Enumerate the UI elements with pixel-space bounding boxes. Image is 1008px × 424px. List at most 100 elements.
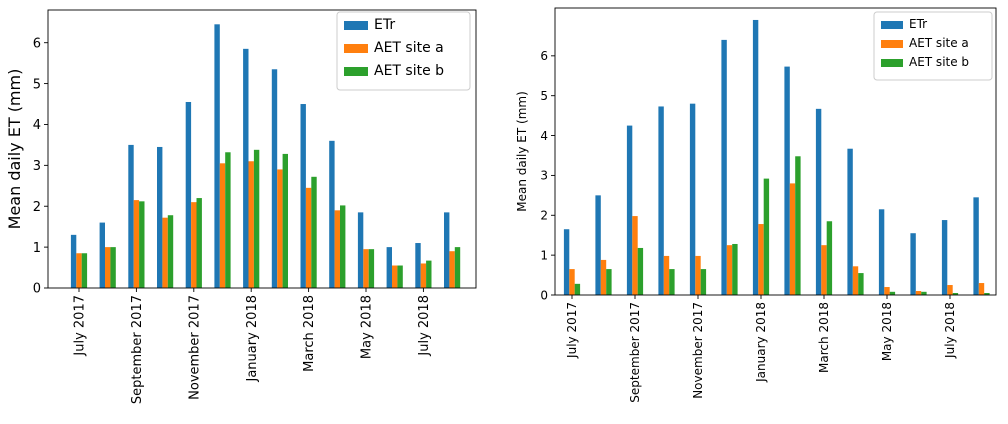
x-tick-label: September 2017 <box>628 302 642 403</box>
axes-frame <box>554 7 997 296</box>
bar <box>426 260 432 288</box>
bar <box>847 148 853 295</box>
bar <box>185 101 192 289</box>
legend-swatch <box>881 59 903 67</box>
legend-frame <box>336 11 471 91</box>
y-tick-label: 4 <box>33 118 41 133</box>
y-tick-label: 0 <box>540 288 548 302</box>
bar <box>277 169 283 288</box>
bar <box>133 200 140 288</box>
bar <box>600 259 607 295</box>
y-tick-label: 0 <box>33 282 41 297</box>
bar <box>626 125 633 295</box>
series-etr <box>70 24 450 289</box>
x-tick-label: January 2018 <box>754 302 768 383</box>
y-tick-label: 3 <box>540 169 548 183</box>
bar <box>763 178 770 295</box>
bar <box>81 253 88 288</box>
x-tick-label: March 2018 <box>817 302 831 373</box>
bar <box>606 269 612 295</box>
series-aet-site-b <box>574 156 990 295</box>
bar <box>915 291 922 295</box>
bar <box>574 283 581 295</box>
bar <box>128 144 134 288</box>
bar <box>758 224 764 295</box>
y-tick-label: 4 <box>540 129 548 143</box>
bar <box>700 269 707 295</box>
bar <box>368 249 375 288</box>
x-tick-label: January 2018 <box>245 295 260 383</box>
x-tick-label: September 2017 <box>130 295 145 404</box>
bar <box>826 221 833 295</box>
bar <box>563 229 570 295</box>
legend: ETr AET site a AET site b <box>336 11 471 91</box>
x-tick-label: May 2018 <box>880 302 894 361</box>
x-tick-label: November 2017 <box>187 295 202 400</box>
legend-label: AET site a <box>374 40 444 56</box>
legend-label: AET site b <box>374 63 444 79</box>
bar <box>363 249 369 288</box>
bar <box>300 104 306 288</box>
y-tick-label: 1 <box>540 248 548 262</box>
chart-right: 0 1 2 3 4 5 6 July 2017 September 2017 November 2… <box>515 7 997 403</box>
bar <box>658 106 664 296</box>
bar <box>695 255 701 295</box>
bar <box>852 266 859 295</box>
bar <box>219 163 226 288</box>
bar <box>162 217 168 288</box>
bar <box>214 24 220 289</box>
bar <box>110 247 116 288</box>
bar <box>139 201 145 288</box>
y-axis-label: Mean daily ET (mm) <box>515 91 529 212</box>
bar <box>420 263 427 288</box>
bar <box>340 205 346 288</box>
series-aet-site-b <box>81 149 461 288</box>
bar <box>357 212 364 288</box>
bar <box>884 287 890 295</box>
bar <box>921 291 927 295</box>
bar <box>282 153 288 288</box>
bar <box>752 19 759 296</box>
series-aet-site-a <box>569 183 985 295</box>
y-tick-label: 1 <box>33 241 41 256</box>
bar <box>910 233 916 295</box>
bar <box>311 176 317 288</box>
bar <box>858 273 864 295</box>
bar <box>392 265 398 288</box>
x-tick-label: March 2018 <box>302 295 317 372</box>
bar <box>191 202 197 288</box>
bar <box>669 269 675 295</box>
y-tick-label: 6 <box>33 36 41 51</box>
bar <box>454 247 461 288</box>
series-aet-site-a <box>76 161 455 288</box>
x-tick-label: July 2018 <box>417 295 432 357</box>
bar <box>984 293 990 295</box>
bar <box>157 146 163 288</box>
bar <box>70 234 77 288</box>
bar <box>973 197 979 295</box>
x-tick-label: November 2017 <box>691 302 705 399</box>
bar <box>821 245 827 295</box>
legend-swatch <box>881 40 903 48</box>
x-tick-label: July 2017 <box>73 295 88 357</box>
chart-left: 0 1 2 3 4 5 6 July 2017 September 2017 November 2… <box>5 9 477 404</box>
x-tick-label: July 2017 <box>565 302 579 359</box>
bar <box>878 209 885 295</box>
legend-swatch <box>881 21 903 29</box>
bar <box>689 103 696 295</box>
bar <box>721 39 727 295</box>
legend-label: ETr <box>374 17 395 33</box>
y-tick-label: 5 <box>540 89 548 103</box>
y-tick-label: 6 <box>540 49 548 63</box>
bar <box>726 245 733 295</box>
bar <box>595 195 601 295</box>
bar <box>386 247 392 288</box>
legend-frame <box>873 11 993 81</box>
series-etr <box>563 19 979 296</box>
bar <box>952 293 959 295</box>
bar <box>941 220 948 295</box>
bar <box>271 69 278 288</box>
y-tick-label: 2 <box>540 209 548 223</box>
bar <box>243 48 249 289</box>
axes-frame <box>47 9 477 289</box>
